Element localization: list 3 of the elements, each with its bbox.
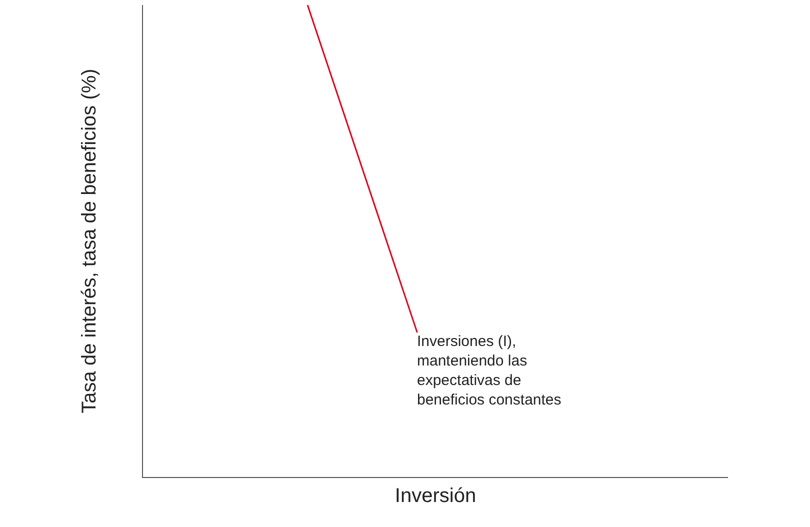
y-axis-title: Tasa de interés, tasa de beneficios (%) <box>78 68 100 414</box>
annotation: Inversiones (I), manteniendo las expectativas de beneficios constantes <box>417 333 562 408</box>
x-axis-title: Inversión <box>394 484 476 507</box>
